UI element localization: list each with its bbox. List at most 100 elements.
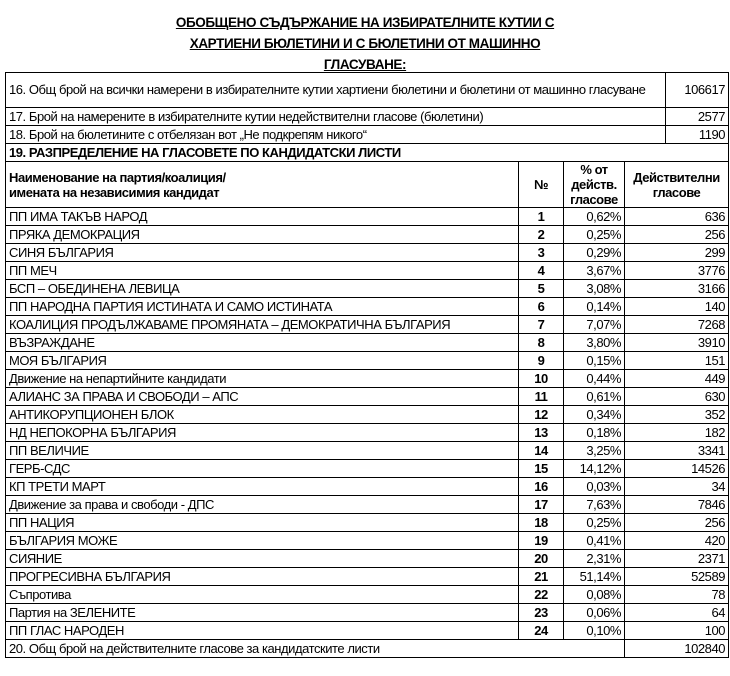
title-line-1: ОБОБЩЕНО СЪДЪРЖАНИЕ НА ИЗБИРАТЕЛНИТЕ КУТ… bbox=[175, 15, 555, 30]
list-number: 8 bbox=[518, 333, 564, 352]
list-number: 13 bbox=[518, 423, 564, 442]
vote-percent: 3,25% bbox=[563, 441, 625, 460]
section-title: 19. РАЗПРЕДЕЛЕНИЕ НА ГЛАСОВЕТЕ ПО КАНДИД… bbox=[4, 143, 730, 162]
summary-value: 2577 bbox=[665, 107, 730, 126]
party-name: АЛИАНС ЗА ПРАВА И СВОБОДИ – АПС bbox=[5, 387, 519, 406]
vote-percent: 0,18% bbox=[563, 423, 625, 442]
vote-percent: 0,29% bbox=[563, 243, 625, 262]
party-name: КОАЛИЦИЯ ПРОДЪЛЖАВАМЕ ПРОМЯНАТА – ДЕМОКР… bbox=[5, 315, 519, 334]
vote-percent: 7,63% bbox=[563, 495, 625, 514]
party-name: КП ТРЕТИ МАРТ bbox=[5, 477, 519, 496]
vote-percent: 0,25% bbox=[563, 513, 625, 532]
party-name: БСП – ОБЕДИНЕНА ЛЕВИЦА bbox=[5, 279, 519, 298]
valid-votes: 3166 bbox=[623, 279, 730, 298]
party-name: СИНЯ БЪЛГАРИЯ bbox=[5, 243, 519, 262]
results-table: 16. Общ брой на всички намерени в избира… bbox=[4, 72, 730, 658]
list-number: 20 bbox=[518, 549, 564, 568]
table-row: ПП НАРОДНА ПАРТИЯ ИСТИНАТА И САМО ИСТИНА… bbox=[5, 297, 730, 316]
vote-percent: 0,44% bbox=[563, 369, 625, 388]
table-row: Движение за права и свободи - ДПС 17 7,63%… bbox=[5, 495, 730, 514]
valid-votes: 151 bbox=[623, 351, 730, 370]
list-number: 7 bbox=[518, 315, 564, 334]
valid-votes: 2371 bbox=[623, 549, 730, 568]
section-header-row: 19. РАЗПРЕДЕЛЕНИЕ НА ГЛАСОВЕТЕ ПО КАНДИД… bbox=[4, 143, 730, 162]
table-row: ГЕРБ-СДС 15 14,12% 14526 bbox=[5, 459, 730, 478]
valid-votes: 449 bbox=[623, 369, 730, 388]
party-name: ПРОГРЕСИВНА БЪЛГАРИЯ bbox=[5, 567, 519, 586]
valid-votes: 140 bbox=[623, 297, 730, 316]
list-number: 9 bbox=[518, 351, 564, 370]
table-row: АЛИАНС ЗА ПРАВА И СВОБОДИ – АПС 11 0,61% 63… bbox=[5, 387, 730, 406]
party-name: ПП НАРОДНА ПАРТИЯ ИСТИНАТА И САМО ИСТИНА… bbox=[5, 297, 519, 316]
valid-votes: 52589 bbox=[623, 567, 730, 586]
party-name: ПП МЕЧ bbox=[5, 261, 519, 280]
table-row: АНТИКОРУПЦИОНЕН БЛОК 12 0,34% 352 bbox=[5, 405, 730, 424]
valid-votes: 636 bbox=[623, 207, 730, 226]
party-name: Движение за права и свободи - ДПС bbox=[5, 495, 519, 514]
summary-label: 18. Брой на бюлетините с отбелязан вот „… bbox=[4, 125, 667, 144]
vote-percent: 0,61% bbox=[563, 387, 625, 406]
document-title: ОБОБЩЕНО СЪДЪРЖАНИЕ НА ИЗБИРАТЕЛНИТЕ КУТ… bbox=[0, 12, 730, 75]
party-name: ПП ВЕЛИЧИЕ bbox=[5, 441, 519, 460]
party-name: ГЕРБ-СДС bbox=[5, 459, 519, 478]
table-row: Съпротива 22 0,08% 78 bbox=[5, 585, 730, 604]
list-number: 21 bbox=[518, 567, 564, 586]
column-header-name: Наименование на партия/коалиция/ имената… bbox=[5, 161, 519, 208]
summary-row-16: 16. Общ брой на всички намерени в избира… bbox=[4, 72, 730, 108]
table-row: КОАЛИЦИЯ ПРОДЪЛЖАВАМЕ ПРОМЯНАТА – ДЕМОКР… bbox=[5, 315, 730, 334]
table-row: КП ТРЕТИ МАРТ 16 0,03% 34 bbox=[5, 477, 730, 496]
summary-row-17: 17. Брой на намерените в избирателните к… bbox=[4, 107, 730, 126]
vote-percent: 0,62% bbox=[563, 207, 625, 226]
vote-percent: 0,15% bbox=[563, 351, 625, 370]
table-row: ПП ВЕЛИЧИЕ 14 3,25% 3341 bbox=[5, 441, 730, 460]
column-header-pct: % от действ. гласове bbox=[563, 161, 625, 208]
vote-percent: 14,12% bbox=[563, 459, 625, 478]
table-row: ПП ГЛАС НАРОДЕН 24 0,10% 100 bbox=[5, 621, 730, 640]
valid-votes: 7268 bbox=[623, 315, 730, 334]
list-number: 14 bbox=[518, 441, 564, 460]
table-row: ВЪЗРАЖДАНЕ 8 3,80% 3910 bbox=[5, 333, 730, 352]
party-name: ПП ИМА ТАКЪВ НАРОД bbox=[5, 207, 519, 226]
valid-votes: 3776 bbox=[623, 261, 730, 280]
valid-votes: 352 bbox=[623, 405, 730, 424]
table-row: ПРЯКА ДЕМОКРАЦИЯ 2 0,25% 256 bbox=[5, 225, 730, 244]
list-number: 4 bbox=[518, 261, 564, 280]
total-value: 102840 bbox=[623, 639, 730, 658]
valid-votes: 256 bbox=[623, 225, 730, 244]
table-row: ПП МЕЧ 4 3,67% 3776 bbox=[5, 261, 730, 280]
party-name: ПРЯКА ДЕМОКРАЦИЯ bbox=[5, 225, 519, 244]
list-number: 2 bbox=[518, 225, 564, 244]
column-header-row: Наименование на партия/коалиция/ имената… bbox=[5, 161, 730, 208]
vote-percent: 7,07% bbox=[563, 315, 625, 334]
vote-percent: 3,67% bbox=[563, 261, 625, 280]
list-number: 5 bbox=[518, 279, 564, 298]
summary-value: 1190 bbox=[665, 125, 730, 144]
valid-votes: 256 bbox=[623, 513, 730, 532]
list-number: 12 bbox=[518, 405, 564, 424]
list-number: 18 bbox=[518, 513, 564, 532]
list-number: 19 bbox=[518, 531, 564, 550]
list-number: 16 bbox=[518, 477, 564, 496]
table-row: ПРОГРЕСИВНА БЪЛГАРИЯ 21 51,14% 52589 bbox=[5, 567, 730, 586]
list-number: 22 bbox=[518, 585, 564, 604]
list-number: 15 bbox=[518, 459, 564, 478]
table-row: ПП НАЦИЯ 18 0,25% 256 bbox=[5, 513, 730, 532]
list-number: 1 bbox=[518, 207, 564, 226]
valid-votes: 3910 bbox=[623, 333, 730, 352]
party-name: БЪЛГАРИЯ МОЖЕ bbox=[5, 531, 519, 550]
summary-label: 17. Брой на намерените в избирателните к… bbox=[4, 107, 667, 126]
total-row: 20. Общ брой на действителните гласове з… bbox=[5, 639, 730, 658]
vote-percent: 0,14% bbox=[563, 297, 625, 316]
list-number: 11 bbox=[518, 387, 564, 406]
party-name: Партия на ЗЕЛЕНИТЕ bbox=[5, 603, 519, 622]
table-row: БСП – ОБЕДИНЕНА ЛЕВИЦА 5 3,08% 3166 bbox=[5, 279, 730, 298]
list-number: 24 bbox=[518, 621, 564, 640]
valid-votes: 7846 bbox=[623, 495, 730, 514]
summary-value: 106617 bbox=[665, 72, 730, 108]
valid-votes: 34 bbox=[623, 477, 730, 496]
valid-votes: 420 bbox=[623, 531, 730, 550]
table-row: НД НЕПОКОРНА БЪЛГАРИЯ 13 0,18% 182 bbox=[5, 423, 730, 442]
vote-percent: 3,08% bbox=[563, 279, 625, 298]
table-row: СИНЯ БЪЛГАРИЯ 3 0,29% 299 bbox=[5, 243, 730, 262]
vote-percent: 2,31% bbox=[563, 549, 625, 568]
